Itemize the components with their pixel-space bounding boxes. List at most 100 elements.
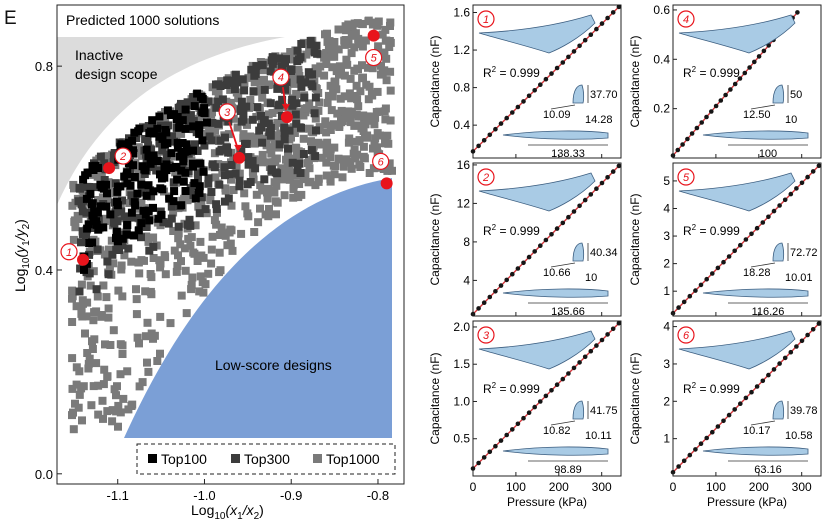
flat-bar (502, 446, 609, 456)
panel-ylabel: Capacitance (nF) (628, 193, 642, 285)
scatter-point (144, 152, 153, 161)
scatter-point (186, 111, 195, 120)
scatter-point (381, 25, 390, 34)
scatter-point (111, 208, 120, 217)
scatter-point (243, 209, 252, 218)
dim-length: 98.89 (554, 464, 582, 476)
scatter-point (146, 159, 155, 168)
scatter-point (186, 241, 195, 250)
data-point (721, 418, 726, 424)
scatter-point (174, 251, 182, 260)
scatter-point (235, 176, 244, 185)
scatter-point (124, 405, 133, 414)
data-point (560, 60, 566, 65)
scatter-point (173, 138, 182, 147)
scatter-point (311, 152, 320, 161)
scatter-point (99, 414, 107, 423)
dim-width: 10.66 (543, 267, 571, 279)
ytick-label: 2 (663, 257, 670, 271)
scatter-point (376, 70, 385, 79)
scatter-point (103, 257, 112, 266)
data-point (777, 203, 782, 208)
scatter-point (201, 205, 210, 214)
scatter-point (193, 169, 202, 178)
scatter-point (256, 181, 265, 190)
scatter-point (267, 149, 276, 158)
scatter-point (79, 299, 87, 308)
scatter-point (177, 257, 185, 266)
scatter-point (275, 140, 284, 149)
blade-illustration (678, 172, 796, 212)
data-point (493, 443, 498, 449)
scatter-point (381, 115, 390, 124)
dim-line-width (750, 420, 776, 426)
data-point (754, 384, 760, 389)
scatter-point (361, 36, 370, 45)
data-point (743, 395, 749, 401)
data-point (515, 266, 521, 271)
scatter-point (206, 193, 215, 202)
ytick-label: 16 (457, 158, 471, 172)
r2-sup: 2 (492, 223, 497, 232)
scatter-point (335, 120, 344, 129)
panel-badge (477, 168, 495, 186)
scatter-point (161, 270, 170, 279)
ytick-label: 1.2 (453, 43, 470, 57)
scatter-point (280, 191, 289, 200)
scatter-point (303, 104, 312, 113)
scatter-point (258, 93, 267, 102)
scatter-point (299, 150, 308, 158)
scatter-point (292, 99, 301, 108)
scatter-point (84, 364, 93, 373)
scatter-point (166, 319, 175, 328)
scatter-point (106, 341, 115, 349)
scatter-point (189, 122, 198, 131)
scatter-point (232, 163, 241, 172)
scatter-point (181, 266, 190, 275)
panel-badge (677, 10, 695, 28)
scatter-point (334, 25, 343, 34)
data-point (594, 26, 599, 32)
scatter-point (149, 187, 158, 196)
scatter-title: Predicted 1000 solutions (66, 12, 219, 28)
scatter-point (162, 128, 171, 137)
scatter-point (227, 201, 236, 210)
scatter-point (282, 167, 291, 176)
dim-length: 63.16 (754, 464, 782, 476)
scatter-point (202, 118, 211, 127)
scatter-point (84, 220, 93, 229)
scatter-point (258, 61, 266, 69)
data-point (487, 132, 493, 138)
scatter-point (314, 138, 323, 147)
scatter-point (129, 149, 138, 158)
scatter-point (378, 30, 387, 39)
data-point (693, 288, 698, 293)
scatter-point (266, 67, 275, 76)
data-point (794, 344, 799, 349)
scatter-point (208, 232, 217, 241)
scatter-point (108, 406, 117, 415)
data-point (704, 435, 709, 441)
scatter-point (76, 184, 84, 193)
data-point (538, 82, 543, 87)
scatter-point (251, 164, 260, 173)
data-point (698, 441, 704, 447)
dim-line-width (550, 420, 576, 426)
scatter-point (134, 226, 143, 235)
ylabel-sub1: 1 (21, 240, 32, 246)
highlight-badge-5 (365, 48, 383, 67)
scatter-point (235, 182, 244, 191)
data-point (577, 203, 582, 209)
scatter-point (247, 65, 256, 74)
scatter-point (210, 149, 219, 158)
scatter-point (194, 202, 203, 211)
scatter-point (140, 165, 149, 174)
scatter-point (332, 85, 341, 94)
scatter-point (280, 128, 289, 137)
scatter-point (113, 197, 121, 206)
scatter-point (356, 163, 365, 171)
scatter-point (167, 164, 175, 172)
scatter-point (116, 340, 125, 349)
scatter-point (68, 318, 77, 326)
